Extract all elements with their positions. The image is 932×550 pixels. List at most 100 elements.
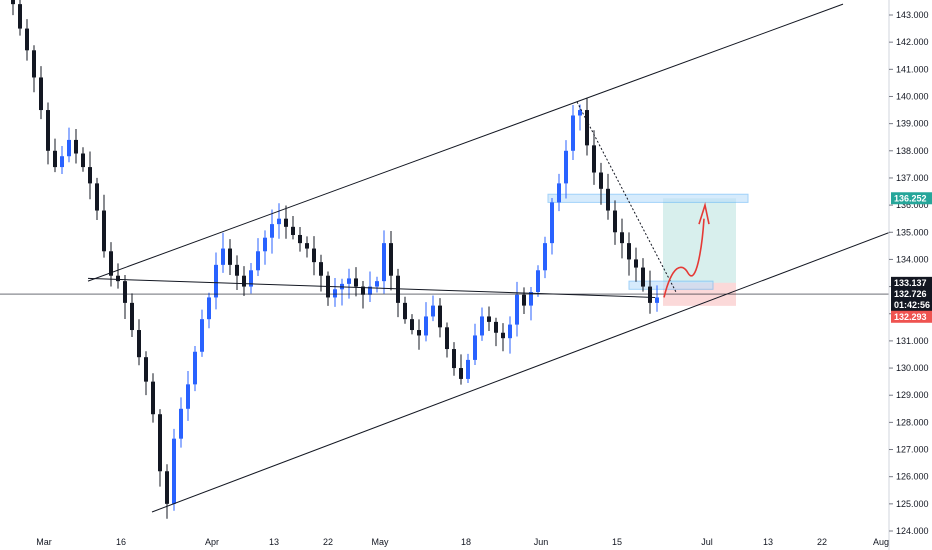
candle-body: [39, 77, 43, 111]
candle-body: [67, 139, 71, 157]
candle-body: [193, 351, 197, 385]
candle-body: [165, 471, 169, 504]
price-label-countdown: 01:42:56: [891, 299, 932, 312]
candle-body: [361, 286, 365, 295]
y-tick-label: 140.000: [896, 91, 929, 101]
projection-arrowhead: [698, 201, 710, 225]
x-tick-label: 22: [817, 537, 827, 547]
candle-body: [438, 305, 442, 328]
candle-body: [564, 150, 568, 184]
target-zone[interactable]: [663, 198, 736, 283]
candle-body: [130, 302, 134, 331]
x-tick-label: 15: [612, 537, 622, 547]
candle-body: [417, 330, 421, 336]
candle-body: [347, 278, 351, 284]
candle-body: [88, 167, 92, 184]
y-tick-label: 135.000: [896, 227, 929, 237]
candle-body: [151, 381, 155, 415]
candle-body: [480, 316, 484, 336]
candle-body: [123, 281, 127, 303]
price-label-bg: [891, 288, 932, 301]
candle-body: [25, 28, 29, 51]
y-tick-label: 142.000: [896, 37, 929, 47]
candle-body: [550, 202, 554, 244]
y-tick-label: 130.000: [896, 363, 929, 373]
candle-body: [144, 357, 148, 382]
candle-body: [354, 278, 358, 287]
candle-body: [172, 438, 176, 504]
candle-body: [81, 153, 85, 168]
price-label-text: 132.293: [894, 312, 927, 322]
x-tick-label: Apr: [205, 537, 219, 547]
x-tick-label: 22: [323, 537, 333, 547]
candle-body: [46, 110, 50, 151]
x-tick-label: Mar: [36, 537, 52, 547]
y-tick-label: 138.000: [896, 146, 929, 156]
price-label-last: 132.726: [891, 288, 932, 301]
candle-body: [620, 232, 624, 244]
candle-body: [641, 267, 645, 287]
candle-body: [291, 226, 295, 235]
candle-body: [445, 327, 449, 350]
candle-body: [53, 150, 57, 168]
candle-body: [235, 264, 239, 276]
candle-body: [368, 286, 372, 295]
x-tick-label: May: [371, 537, 389, 547]
y-tick-label: 136.000: [896, 200, 929, 210]
price-label-bg: [891, 310, 932, 323]
candle-body: [599, 172, 603, 189]
y-tick-label: 143.000: [896, 10, 929, 20]
candle-body: [557, 183, 561, 203]
price-label-bg: [891, 276, 932, 289]
x-tick-label: 13: [269, 537, 279, 547]
candle-body: [256, 251, 260, 271]
candle-body: [95, 183, 99, 211]
channel-lower-line[interactable]: [151, 231, 891, 513]
candle-body: [375, 281, 379, 287]
candle-body: [11, 0, 15, 5]
price-label-text: 133.137: [894, 278, 927, 288]
candle-body: [487, 316, 491, 322]
candle-body: [137, 330, 141, 358]
y-tick-label: 124.000: [896, 526, 929, 536]
price-label-text: 01:42:56: [894, 300, 930, 310]
candle-body: [228, 248, 232, 265]
candle-body: [333, 289, 337, 298]
candle-body: [389, 243, 393, 276]
channel-upper-line[interactable]: [87, 3, 844, 282]
candle-body: [578, 110, 582, 116]
candle-body: [242, 275, 246, 287]
candle-body: [459, 368, 463, 379]
candle-body: [200, 319, 204, 352]
candle-body: [277, 218, 281, 225]
candle-body: [109, 251, 113, 276]
candle-body: [60, 156, 64, 168]
candle-body: [207, 297, 211, 320]
candle-body: [571, 115, 575, 151]
candle-body: [466, 359, 470, 379]
y-tick-label: 127.000: [896, 445, 929, 455]
channel-inner-line[interactable]: [87, 277, 656, 298]
y-tick-label: 128.000: [896, 417, 929, 427]
candle-body: [515, 294, 519, 325]
candle-body: [305, 243, 309, 249]
candle-body: [382, 243, 386, 282]
resistance-box[interactable]: [547, 193, 749, 203]
candle-body: [501, 332, 505, 339]
candle-body: [403, 302, 407, 320]
price-label-entry: 133.137: [891, 276, 932, 289]
candle-body: [606, 188, 610, 211]
candle-body: [592, 145, 596, 173]
x-tick-label: 16: [116, 537, 126, 547]
candle-body: [214, 264, 218, 298]
entry-box[interactable]: [628, 280, 714, 290]
candle-body: [312, 248, 316, 263]
x-tick-label: 13: [763, 537, 773, 547]
candle-body: [319, 262, 323, 276]
candle-body: [186, 384, 190, 409]
candle-body: [249, 270, 253, 287]
candle-body: [263, 237, 267, 252]
candle-body: [585, 110, 589, 146]
projection-arrow[interactable]: [663, 218, 705, 298]
